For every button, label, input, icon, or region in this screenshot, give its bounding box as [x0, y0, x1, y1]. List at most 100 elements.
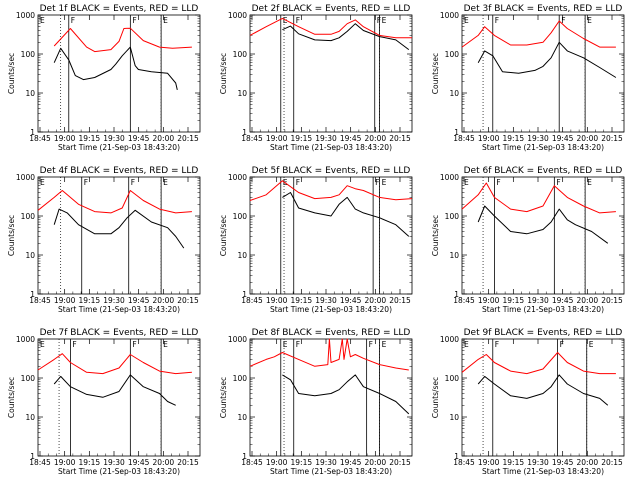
y-axis-label: Counts/sec	[219, 53, 228, 94]
flag-label: E	[587, 16, 592, 25]
flag-label: E	[464, 16, 469, 25]
x-tick-label: 19:00	[478, 296, 500, 305]
x-tick-label: 18:45	[453, 458, 475, 467]
flag-label: E	[587, 178, 592, 187]
x-axis-label: Start Time (21-Sep-03 18:43:20)	[58, 467, 180, 476]
flag-label: E	[40, 178, 45, 187]
flag-label: F	[377, 16, 381, 25]
x-tick-label: 19:15	[79, 458, 101, 467]
events-series-line	[282, 192, 410, 237]
x-tick-label: 19:15	[291, 134, 313, 143]
chart-panel-9: Det 9f BLACK = Events, RED = LLD 1 10 100 10…	[431, 328, 625, 476]
events-series-line	[477, 374, 609, 406]
y-tick-label: 1	[30, 128, 35, 137]
x-tick-label: 20:00	[365, 458, 387, 467]
flag-label: E	[40, 340, 45, 349]
lld-series-line	[249, 338, 409, 371]
x-tick-label: 20:00	[153, 134, 175, 143]
x-tick-label: 18:45	[241, 458, 263, 467]
x-tick-label: 19:45	[128, 296, 150, 305]
x-tick-label: 18:45	[241, 296, 263, 305]
chart-panel-1: Det 1f BLACK = Events, RED = LLD 1 10 100 10…	[7, 4, 201, 152]
lld-series-line	[249, 17, 412, 39]
lld-series-line	[53, 27, 192, 53]
y-tick-label: 1000	[228, 173, 247, 182]
chart-panel-4: Det 4f BLACK = Events, RED = LLD 1 10 100 10…	[7, 166, 201, 314]
x-tick-label: 20:00	[153, 296, 175, 305]
chart-panel-2: Det 2f BLACK = Events, RED = LLD 1 10 100 10…	[219, 4, 413, 152]
x-tick-label: 20:15	[601, 134, 623, 143]
events-series-line	[53, 374, 176, 406]
x-tick-label: 19:30	[103, 296, 125, 305]
x-tick-label: 19:45	[552, 458, 574, 467]
x-tick-label: 19:30	[315, 296, 337, 305]
plot-frame	[461, 176, 625, 295]
events-series-line	[282, 23, 410, 51]
x-tick-label: 19:45	[552, 134, 574, 143]
x-axis-label: Start Time (21-Sep-03 18:43:20)	[482, 467, 604, 476]
flag-label: E	[464, 340, 469, 349]
x-tick-label: 19:15	[503, 296, 525, 305]
x-tick-label: 20:00	[577, 134, 599, 143]
events-series-line	[53, 46, 178, 91]
x-tick-label: 20:00	[153, 458, 175, 467]
x-tick-label: 19:00	[266, 458, 288, 467]
flag-label: F	[556, 178, 560, 187]
x-tick-label: 19:15	[503, 458, 525, 467]
plot-frame	[461, 14, 625, 133]
flag-label: E	[464, 178, 469, 187]
flag-label: E	[589, 340, 594, 349]
x-tick-label: 19:15	[291, 458, 313, 467]
plot-frame	[249, 14, 413, 133]
y-tick-label: 1	[242, 290, 247, 299]
flag-label: F	[561, 16, 565, 25]
y-tick-label: 1000	[440, 335, 459, 344]
flag-label: F	[132, 340, 136, 349]
y-axis-label: Counts/sec	[431, 53, 440, 94]
x-tick-label: 19:30	[315, 134, 337, 143]
y-tick-label: 100	[233, 374, 248, 383]
x-axis-label: Start Time (21-Sep-03 18:43:20)	[58, 143, 180, 152]
y-tick-label: 10	[449, 89, 459, 98]
y-tick-label: 100	[233, 212, 248, 221]
flag-label: F	[296, 178, 300, 187]
flag-label: F	[84, 178, 88, 187]
chart-title: Det 5f BLACK = Events, RED = LLD	[252, 166, 411, 176]
plot-frame	[249, 338, 413, 457]
x-tick-label: 20:00	[577, 458, 599, 467]
x-tick-label: 19:45	[128, 458, 150, 467]
lld-series-line	[461, 20, 616, 48]
chart-panel-7: Det 7f BLACK = Events, RED = LLD 1 10 100 10…	[7, 328, 201, 476]
flag-label: E	[382, 16, 387, 25]
y-tick-label: 1	[242, 452, 247, 461]
y-tick-label: 100	[445, 374, 460, 383]
x-tick-label: 19:45	[128, 134, 150, 143]
flag-label: F	[131, 178, 135, 187]
flag-label: F	[496, 178, 500, 187]
x-tick-label: 19:30	[527, 134, 549, 143]
x-tick-label: 18:45	[453, 134, 475, 143]
x-tick-label: 20:15	[177, 134, 199, 143]
y-tick-label: 1000	[440, 11, 459, 20]
y-tick-label: 10	[25, 251, 35, 260]
events-series-line	[477, 41, 617, 78]
x-tick-label: 19:00	[54, 134, 76, 143]
flag-label: F	[296, 16, 300, 25]
flag-label: F	[132, 16, 136, 25]
x-tick-label: 19:15	[291, 296, 313, 305]
chart-title: Det 2f BLACK = Events, RED = LLD	[252, 4, 411, 14]
x-tick-label: 20:15	[389, 134, 411, 143]
x-axis-label: Start Time (21-Sep-03 18:43:20)	[482, 305, 604, 314]
chart-panel-3: Det 3f BLACK = Events, RED = LLD 1 10 100 10…	[431, 4, 625, 152]
x-tick-label: 18:45	[241, 134, 263, 143]
y-tick-label: 1	[454, 290, 459, 299]
y-tick-label: 10	[237, 251, 247, 260]
flag-label: F	[72, 340, 76, 349]
y-tick-label: 10	[237, 413, 247, 422]
plot-frame	[37, 14, 201, 133]
flag-label: E	[40, 16, 45, 25]
plot-frame	[37, 338, 201, 457]
x-tick-label: 19:00	[478, 458, 500, 467]
flag-label: F	[495, 340, 499, 349]
lld-series-line	[37, 353, 192, 375]
